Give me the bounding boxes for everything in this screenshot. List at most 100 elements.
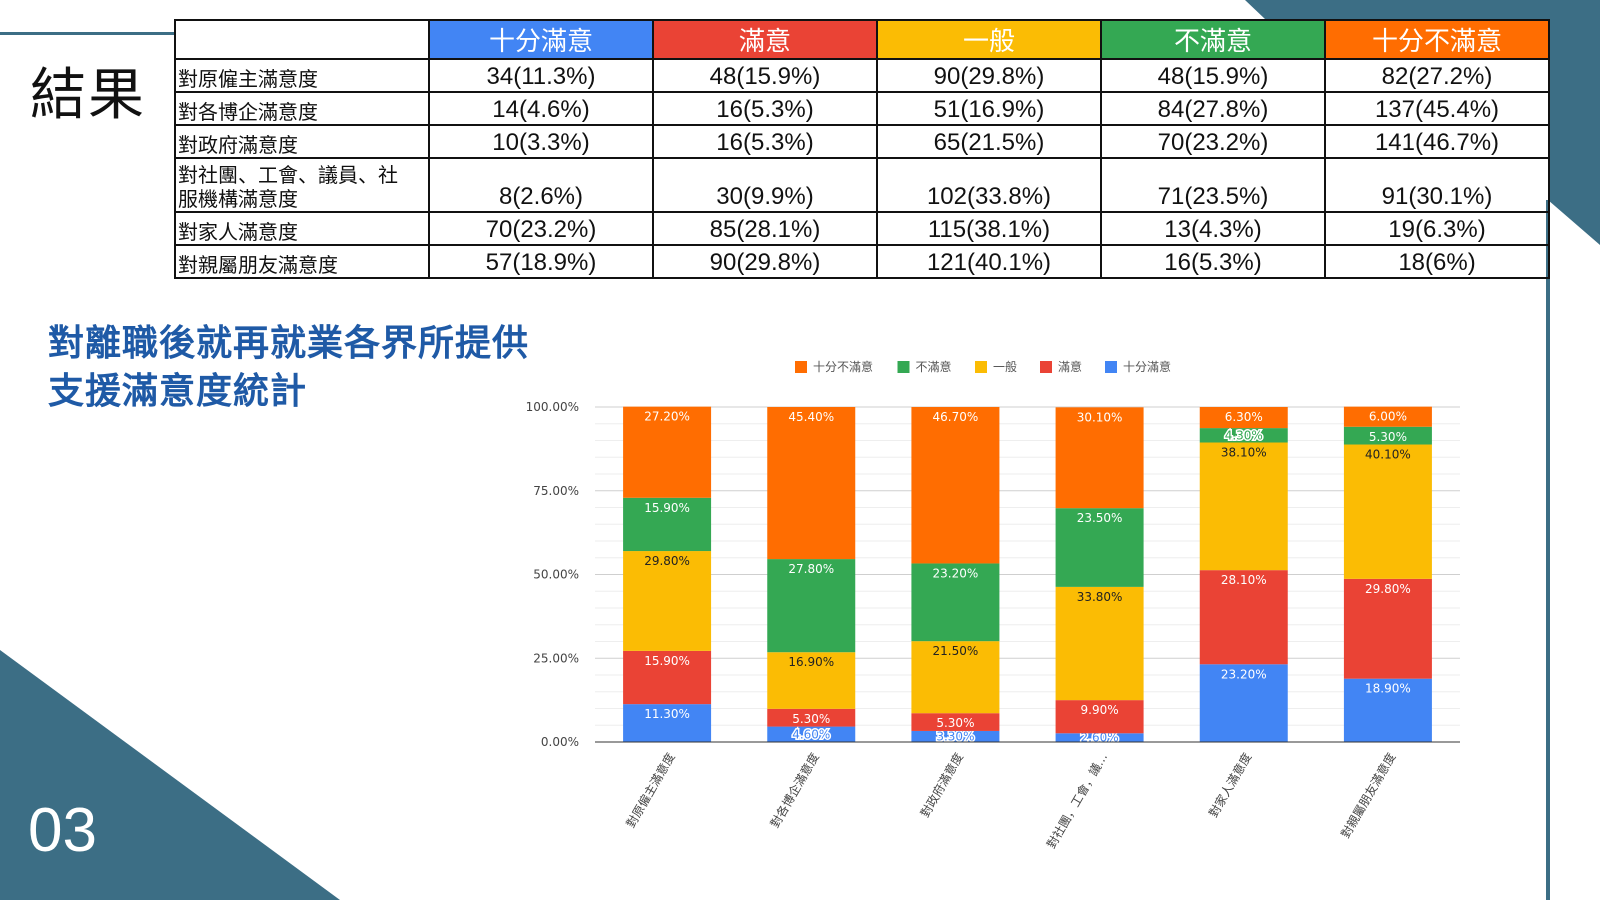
table-cell: 70(23.2%) <box>1100 124 1326 159</box>
legend-label: 一般 <box>993 359 1017 374</box>
data-label: 46.70% <box>933 410 979 424</box>
table-cell: 57(18.9%) <box>428 244 654 279</box>
table-cell: 84(27.8%) <box>1100 91 1326 126</box>
table-row: 對原僱主滿意度 34(11.3%) 48(15.9%) 90(29.8%) 48… <box>174 58 1550 93</box>
x-tick-label: 對政府滿意度 <box>917 750 966 820</box>
bar-segment <box>1055 586 1144 701</box>
table-row: 對親屬朋友滿意度 57(18.9%) 90(29.8%) 121(40.1%) … <box>174 244 1550 279</box>
bar-segment <box>1199 428 1288 443</box>
chart-heading: 對離職後就再就業各界所提供支援滿意度統計 <box>48 323 530 412</box>
bar-segment <box>1343 426 1432 445</box>
row-label: 對政府滿意度 <box>174 124 430 159</box>
bar-segment <box>1199 664 1288 742</box>
table-cell: 70(23.2%) <box>428 211 654 246</box>
bottom-left-shape <box>0 650 340 900</box>
stacked-bar-chart: 0.00% 25.00% 50.00% 75.00% 100.00% 十分不滿意 不滿意 一般… <box>526 359 1460 851</box>
table-cell: 82(27.2%) <box>1324 58 1550 93</box>
data-label: 27.20% <box>644 410 690 424</box>
table-header-very-satisfied: 十分滿意 <box>428 19 654 60</box>
bar-segment <box>1343 406 1432 427</box>
legend-label: 滿意 <box>1058 359 1082 374</box>
table-cell: 19(6.3%) <box>1324 211 1550 246</box>
data-label: 28.10% <box>1221 573 1267 587</box>
table-cell: 16(5.3%) <box>1100 244 1326 279</box>
legend-swatch <box>897 361 910 373</box>
data-label: 5.30% <box>936 716 974 730</box>
data-label: 23.20% <box>933 566 979 580</box>
data-label: 11.30% <box>644 707 690 721</box>
data-label: 9.90% <box>1081 703 1119 717</box>
table-row: 對社團、工會、議員、社 服機構滿意度 8(2.6%) 30(9.9%) 102(3… <box>174 157 1550 213</box>
row-label: 對社團、工會、議員、社 服機構滿意度 <box>174 157 430 213</box>
bar-segment <box>1199 442 1288 571</box>
data-label: 23.50% <box>1077 511 1123 525</box>
data-label: 27.80% <box>788 562 834 576</box>
table-cell: 16(5.3%) <box>652 124 878 159</box>
table-cell: 51(16.9%) <box>876 91 1102 126</box>
data-label: 40.10% <box>1365 448 1411 462</box>
legend-swatch <box>975 361 987 373</box>
data-label: 18.90% <box>1365 682 1411 696</box>
table-cell: 30(9.9%) <box>652 157 878 213</box>
right-edge-bar <box>1546 200 1550 900</box>
bar-segment <box>1199 407 1288 429</box>
bar-segment <box>911 641 1000 714</box>
table-cell: 14(4.6%) <box>428 91 654 126</box>
data-label: 4.30% <box>1225 428 1263 442</box>
bar-segment <box>1199 570 1288 665</box>
table-header-blank <box>174 19 430 60</box>
table-header-very-dissatisfied: 十分不滿意 <box>1324 19 1550 60</box>
title-underline <box>0 32 175 35</box>
slide-title: 結果 <box>30 63 146 128</box>
bar-segment <box>1055 733 1144 742</box>
row-label: 對各博企滿意度 <box>174 91 430 126</box>
table-cell: 115(38.1%) <box>876 211 1102 246</box>
bar-segment <box>1343 678 1432 742</box>
data-label: 5.30% <box>792 712 830 726</box>
data-label: 6.00% <box>1369 410 1407 424</box>
data-label: 5.30% <box>1369 430 1407 444</box>
data-label: 30.10% <box>1077 410 1123 424</box>
legend-label: 十分滿意 <box>1123 359 1171 374</box>
y-tick-label: 75.00% <box>533 484 579 498</box>
x-tick-label: 對家人滿意度 <box>1205 750 1254 820</box>
top-right-corner-shape <box>1245 0 1600 245</box>
bar-segment <box>767 559 856 653</box>
table-cell: 16(5.3%) <box>652 91 878 126</box>
y-tick-label: 0.00% <box>541 735 579 749</box>
x-tick-label: 對親屬朋友滿意度 <box>1338 750 1399 841</box>
bar-segment <box>623 551 712 651</box>
row-label-line: 服機構滿意度 <box>178 187 298 211</box>
y-tick-label: 25.00% <box>533 651 579 665</box>
bar-segment <box>1343 578 1432 679</box>
table-header-neutral: 一般 <box>876 19 1102 60</box>
bar-segment <box>623 406 712 498</box>
table-row: 對各博企滿意度 14(4.6%) 16(5.3%) 51(16.9%) 84(2… <box>174 91 1550 126</box>
data-label: 29.80% <box>1365 582 1411 596</box>
bar-segment <box>623 704 712 742</box>
table-cell: 13(4.3%) <box>1100 211 1326 246</box>
bar-segment <box>911 713 1000 731</box>
table-cell: 102(33.8%) <box>876 157 1102 213</box>
row-label: 對親屬朋友滿意度 <box>174 244 430 279</box>
legend-swatch <box>795 361 807 373</box>
table-cell: 65(21.5%) <box>876 124 1102 159</box>
table-cell: 121(40.1%) <box>876 244 1102 279</box>
data-label: 38.10% <box>1221 446 1267 460</box>
data-label: 4.60% <box>792 727 830 741</box>
table-cell: 85(28.1%) <box>652 211 878 246</box>
y-tick-label: 50.00% <box>533 568 579 582</box>
table-cell: 91(30.1%) <box>1324 157 1550 213</box>
bar-segment <box>1055 407 1144 509</box>
page-number: 03 <box>28 796 97 865</box>
data-label: 6.30% <box>1225 410 1263 424</box>
legend-label: 十分不滿意 <box>813 359 873 374</box>
data-label: 33.80% <box>1077 590 1123 604</box>
table-header-row: 十分滿意 滿意 一般 不滿意 十分不滿意 <box>174 19 1550 60</box>
results-table: 十分滿意 滿意 一般 不滿意 十分不滿意 對原僱主滿意度 34(11.3%) 4… <box>174 19 1550 279</box>
bar-segment <box>767 708 856 727</box>
table-cell: 18(6%) <box>1324 244 1550 279</box>
data-label: 29.80% <box>644 554 690 568</box>
x-tick-label: 對原僱主滿意度 <box>623 750 678 830</box>
